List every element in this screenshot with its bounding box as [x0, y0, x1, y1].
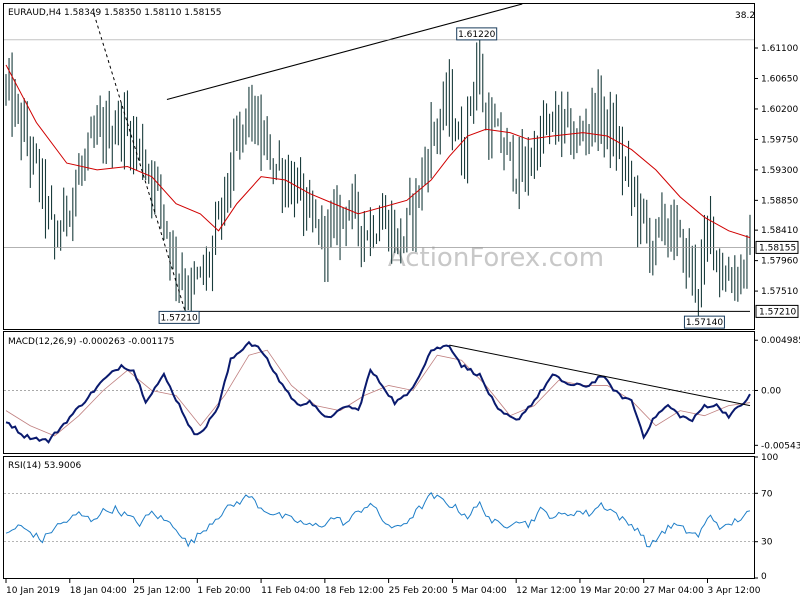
macd-layer [4, 340, 754, 444]
time-tick-label: 12 Mar 12:00 [516, 586, 576, 596]
price-tick-label: 1.61100 [761, 44, 798, 54]
rsi-tick-label: 0 [761, 572, 767, 582]
macd-tick-label: -0.005439 [761, 441, 800, 451]
time-tick-label: 27 Mar 04:00 [644, 586, 704, 596]
annotation-label: 1.61220 [458, 30, 495, 40]
price-panel-frame [3, 3, 755, 330]
macd-tick-label: 0.00 [761, 386, 781, 396]
price-tick-label: 1.60650 [761, 74, 798, 84]
price-tick-label: 1.59750 [761, 135, 798, 145]
moving-average-line [5, 64, 751, 239]
price-tick-label: 1.57510 [761, 287, 798, 297]
support-price-label: 1.57210 [759, 307, 796, 317]
time-tick-label: 3 Apr 12:00 [707, 586, 760, 596]
time-tick-label: 1 Feb 20:00 [197, 586, 251, 596]
macd-panel-frame [3, 331, 755, 454]
time-tick-label: 25 Jan 12:00 [134, 586, 191, 596]
rsi-layer [4, 491, 754, 548]
macd-title: MACD(12,26,9) -0.000263 -0.001175 [8, 337, 174, 347]
price-header: EURAUD,H4 1.58349 1.58350 1.58110 1.5815… [8, 8, 222, 18]
rsi-tick-label: 70 [761, 489, 773, 499]
price-tick-label: 1.59300 [761, 166, 798, 176]
annotation-box [683, 315, 725, 329]
current-price-label: 1.58155 [759, 243, 796, 253]
time-tick-label: 25 Feb 20:00 [389, 586, 448, 596]
macd-tick-label: 0.004985 [761, 336, 800, 346]
current-price-box [755, 240, 799, 254]
price-tick-label: 1.58410 [761, 226, 798, 236]
fib-label: 38.2 [735, 11, 755, 21]
time-tick-label: 19 Mar 20:00 [580, 586, 640, 596]
price-tick-label: 1.58850 [761, 196, 798, 206]
rsi-title: RSI(14) 53.9006 [8, 461, 81, 471]
time-tick-label: 18 Jan 04:00 [70, 586, 127, 596]
time-tick-label: 18 Feb 12:00 [325, 586, 384, 596]
time-tick-label: 10 Jan 2019 [6, 586, 60, 596]
annotation-label: 1.57140 [686, 318, 723, 328]
watermark: ActionForex.com [388, 243, 604, 273]
price-tick-label: 1.60200 [761, 105, 798, 115]
rsi-panel-frame [3, 456, 755, 579]
axis-layer: 1.61100 1.60650 1.60200 1.59750 1.59300 1.588… [5, 44, 800, 596]
upper-trendline [166, 3, 523, 100]
macd-trendline [449, 344, 751, 407]
price-layer: 1.61220 1.57210 1.57140 [4, 3, 754, 329]
rsi-tick-label: 30 [761, 538, 773, 548]
annotation-box [158, 310, 200, 324]
time-tick-label: 5 Mar 04:00 [452, 586, 507, 596]
rsi-tick-label: 100 [761, 453, 778, 463]
support-price-box [755, 304, 799, 318]
descending-dashed-trendline [93, 14, 186, 312]
annotation-box [456, 27, 498, 41]
rsi-line [5, 491, 751, 548]
price-tick-label: 1.57960 [761, 257, 798, 267]
annotation-label: 1.57210 [160, 313, 197, 323]
time-tick-label: 11 Feb 04:00 [261, 586, 320, 596]
macd-main-line [5, 340, 751, 444]
